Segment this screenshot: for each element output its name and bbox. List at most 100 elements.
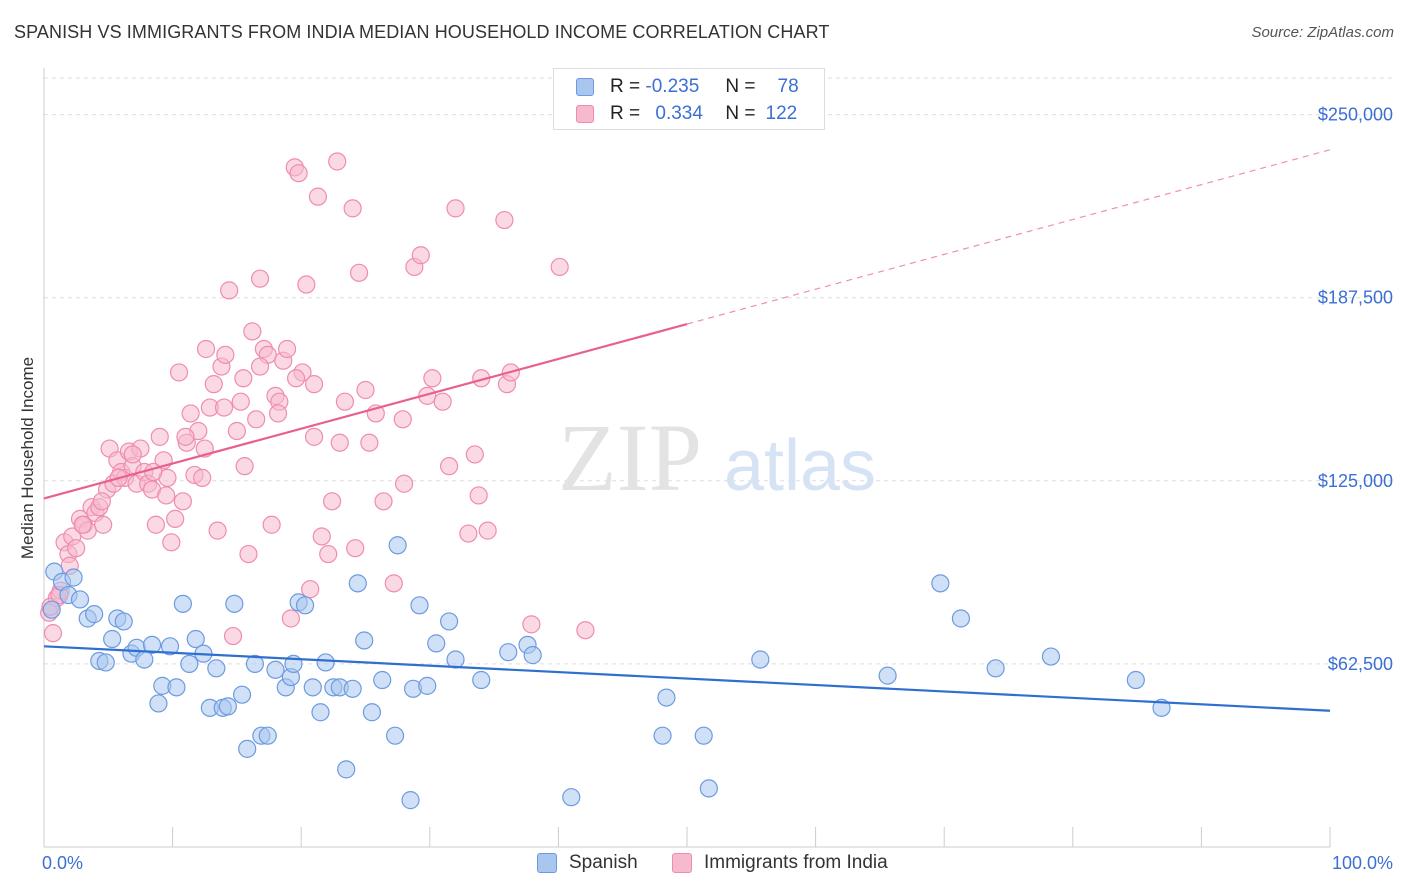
x-tick-labels: 0.0% 100.0% [42, 853, 1393, 873]
india-point [478, 521, 497, 540]
india-point [193, 468, 212, 487]
india-point [423, 369, 442, 388]
spanish-point [186, 629, 205, 649]
india-point [223, 626, 243, 646]
y-tick-labels: $62,500 $125,000 $187,500 $250,000 [1318, 105, 1393, 674]
spanish-point [1041, 647, 1061, 666]
n-value-spanish: 78 [777, 76, 799, 97]
india-point [328, 152, 347, 171]
india-point [196, 339, 216, 359]
india-point [439, 457, 459, 476]
spanish-point [1126, 670, 1145, 690]
watermark-zip: ZIP [558, 404, 702, 511]
india-point [216, 345, 235, 364]
india-point [92, 492, 111, 511]
india-point [234, 369, 253, 388]
india-point [268, 404, 288, 423]
india-point [495, 210, 514, 230]
y-tick-label: $62,500 [1328, 654, 1393, 674]
spanish-point [70, 590, 90, 609]
spanish-point [562, 788, 581, 807]
legend-label-india: Immigrants from India [704, 852, 888, 873]
spanish-points [42, 536, 1171, 810]
x-tick-label-min: 0.0% [42, 853, 83, 873]
spanish-point [225, 594, 244, 613]
india-trend-line-extension [686, 149, 1331, 325]
correlation-legend: R = -0.235 N = 78 R = 0.334 N = 122 [553, 68, 825, 130]
india-point [349, 263, 369, 282]
india-point [459, 524, 478, 543]
watermark-atlas: atlas [724, 426, 876, 506]
r-label: R = [610, 103, 641, 124]
spanish-point [167, 678, 186, 697]
watermark: ZIP atlas [558, 404, 876, 511]
india-point [94, 515, 113, 534]
india-point [297, 275, 316, 294]
india-point [576, 621, 595, 640]
india-point [250, 357, 270, 376]
legend-item-spanish[interactable]: Spanish [537, 852, 638, 874]
spanish-point [986, 659, 1005, 678]
spanish-point [385, 726, 405, 745]
spanish-point [303, 678, 322, 697]
legend-swatch-india [672, 853, 692, 873]
spanish-point [699, 779, 718, 798]
spanish-point [316, 653, 335, 672]
spanish-point [64, 568, 83, 587]
india-point [247, 410, 266, 429]
series-legend: Spanish Immigrants from India [0, 852, 1406, 878]
india-point [308, 187, 328, 206]
spanish-point [85, 605, 104, 624]
spanish-point [373, 670, 392, 690]
india-point [169, 363, 189, 382]
spanish-point [238, 739, 257, 758]
spanish-point [42, 600, 61, 619]
spanish-point [653, 726, 672, 745]
india-point [162, 533, 181, 552]
spanish-point [295, 596, 315, 615]
spanish-point [401, 791, 420, 810]
spanish-point [207, 659, 226, 678]
legend-row-spanish: R = -0.235 N = 78 [576, 75, 799, 99]
india-point [304, 427, 324, 446]
india-points [40, 152, 595, 646]
spanish-point [245, 654, 265, 674]
spanish-point [931, 574, 950, 593]
n-label: N = [725, 103, 756, 124]
spanish-point [472, 670, 491, 690]
r-value-spanish: -0.235 [645, 76, 700, 97]
spanish-point [180, 654, 199, 674]
india-point [67, 539, 86, 558]
india-point [176, 427, 195, 446]
r-value-india: 0.334 [655, 103, 703, 124]
legend-swatch-spanish [537, 853, 557, 873]
india-point [286, 369, 306, 388]
india-point [433, 392, 452, 411]
india-point [208, 521, 227, 540]
legend-swatch-india [576, 105, 594, 123]
india-point [277, 339, 297, 359]
india-point [330, 433, 349, 452]
spanish-point [149, 694, 168, 713]
india-point [204, 375, 223, 394]
spanish-point [311, 703, 330, 722]
spanish-point [173, 594, 192, 613]
y-axis-label: Median Household Income [18, 357, 37, 559]
india-point [123, 445, 142, 464]
spanish-point [337, 760, 356, 779]
r-label: R = [610, 76, 641, 97]
spanish-point [427, 634, 446, 653]
spanish-point [232, 685, 252, 704]
india-point [550, 257, 569, 277]
india-point [239, 544, 258, 564]
india-point [281, 609, 301, 628]
india-point [214, 398, 234, 417]
india-point [250, 269, 270, 288]
spanish-point [751, 650, 770, 669]
spanish-point [348, 574, 367, 593]
spanish-point [878, 666, 897, 685]
spanish-point [418, 676, 437, 695]
legend-item-india[interactable]: Immigrants from India [672, 852, 888, 874]
spanish-point [694, 726, 713, 745]
